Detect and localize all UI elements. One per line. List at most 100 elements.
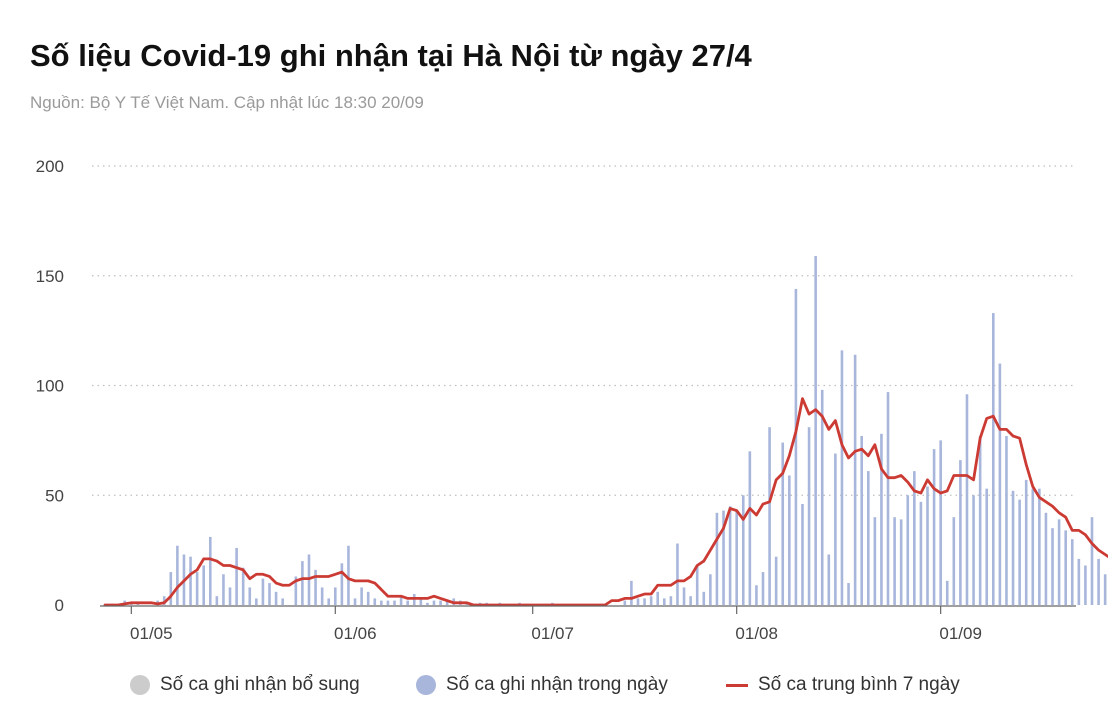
bar-daily[interactable] bbox=[419, 598, 423, 605]
bar-daily[interactable] bbox=[432, 600, 436, 605]
bar-daily[interactable] bbox=[281, 598, 284, 605]
bar-daily[interactable] bbox=[228, 587, 232, 605]
bar-daily[interactable] bbox=[972, 495, 975, 605]
bar-daily[interactable] bbox=[406, 600, 409, 605]
bar-daily[interactable] bbox=[327, 598, 331, 605]
avg-line[interactable] bbox=[103, 397, 1108, 607]
bar-daily[interactable] bbox=[195, 572, 199, 605]
bar-daily[interactable] bbox=[169, 572, 173, 605]
bar-daily[interactable] bbox=[985, 488, 989, 605]
bar-daily[interactable] bbox=[702, 591, 706, 605]
bar-daily[interactable] bbox=[820, 389, 824, 605]
bar-daily[interactable] bbox=[768, 427, 771, 605]
bar-daily[interactable] bbox=[215, 596, 219, 605]
bar-daily[interactable] bbox=[860, 435, 863, 605]
bar-daily[interactable] bbox=[899, 519, 903, 605]
bar-daily[interactable] bbox=[866, 471, 870, 605]
bar-daily[interactable] bbox=[926, 486, 929, 605]
bar-daily[interactable] bbox=[880, 433, 883, 605]
bar-daily[interactable] bbox=[847, 583, 850, 605]
bar-daily[interactable] bbox=[676, 543, 679, 605]
bar-daily[interactable] bbox=[643, 598, 646, 605]
bar-daily[interactable] bbox=[807, 427, 811, 605]
bar-daily[interactable] bbox=[274, 591, 278, 605]
bar-daily[interactable] bbox=[945, 580, 949, 605]
bar-daily[interactable] bbox=[853, 354, 857, 605]
bar-daily[interactable] bbox=[827, 554, 831, 605]
bar-daily[interactable] bbox=[913, 471, 916, 605]
bar-daily[interactable] bbox=[202, 565, 205, 605]
bar-daily[interactable] bbox=[774, 556, 778, 605]
legend-item-avg[interactable]: Số ca trung bình 7 ngày bbox=[726, 674, 960, 696]
bar-daily[interactable] bbox=[761, 572, 765, 605]
bar-daily[interactable] bbox=[840, 350, 844, 605]
bar-daily[interactable] bbox=[1103, 574, 1107, 605]
legend-item-daily[interactable]: Số ca ghi nhận trong ngày bbox=[416, 674, 668, 696]
bar-daily[interactable] bbox=[755, 585, 758, 605]
bar-daily[interactable] bbox=[906, 495, 910, 605]
bar-daily[interactable] bbox=[663, 598, 666, 605]
bar-daily[interactable] bbox=[320, 587, 324, 605]
bar-daily[interactable] bbox=[268, 583, 271, 605]
bar-daily[interactable] bbox=[235, 547, 238, 605]
bar-daily[interactable] bbox=[932, 449, 936, 605]
bar-daily[interactable] bbox=[1097, 558, 1100, 605]
bar-daily[interactable] bbox=[426, 602, 429, 605]
bar-daily[interactable] bbox=[748, 451, 752, 605]
bar-daily[interactable] bbox=[1038, 488, 1041, 605]
bar-daily[interactable] bbox=[886, 392, 890, 605]
bar-daily[interactable] bbox=[794, 288, 798, 605]
bar-daily[interactable] bbox=[834, 453, 837, 605]
bar-daily[interactable] bbox=[788, 475, 791, 606]
bar-daily[interactable] bbox=[189, 556, 192, 605]
bar-daily[interactable] bbox=[630, 580, 633, 605]
bar-daily[interactable] bbox=[366, 591, 370, 605]
bar-daily[interactable] bbox=[1057, 519, 1061, 605]
bar-daily[interactable] bbox=[695, 565, 699, 605]
bar-daily[interactable] bbox=[1070, 539, 1074, 605]
bar-daily[interactable] bbox=[162, 596, 166, 605]
bar-daily[interactable] bbox=[965, 394, 969, 605]
bar-daily[interactable] bbox=[248, 587, 252, 605]
legend-item-supplement[interactable]: Số ca ghi nhận bổ sung bbox=[130, 674, 360, 696]
bar-daily[interactable] bbox=[1051, 528, 1054, 605]
bar-daily[interactable] bbox=[978, 435, 982, 605]
bar-daily[interactable] bbox=[399, 596, 403, 605]
bar-daily[interactable] bbox=[682, 587, 686, 605]
bar-daily[interactable] bbox=[176, 545, 179, 605]
bar-daily[interactable] bbox=[623, 600, 627, 605]
bar-daily[interactable] bbox=[255, 598, 258, 605]
bar-daily[interactable] bbox=[992, 313, 995, 605]
bar-daily[interactable] bbox=[261, 578, 265, 605]
bar-daily[interactable] bbox=[801, 504, 804, 605]
bar-daily[interactable] bbox=[722, 510, 725, 605]
bar-daily[interactable] bbox=[689, 596, 692, 605]
bar-daily[interactable] bbox=[1084, 565, 1087, 605]
bar-daily[interactable] bbox=[919, 501, 923, 605]
bar-daily[interactable] bbox=[445, 600, 449, 605]
bar-daily[interactable] bbox=[347, 545, 350, 605]
bar-daily[interactable] bbox=[939, 440, 942, 606]
bar-daily[interactable] bbox=[952, 517, 956, 605]
bar-daily[interactable] bbox=[1018, 499, 1021, 605]
bar-daily[interactable] bbox=[1005, 435, 1008, 605]
bar-daily[interactable] bbox=[873, 517, 877, 605]
bar-daily[interactable] bbox=[393, 600, 396, 605]
bar-daily[interactable] bbox=[360, 587, 363, 605]
bar-daily[interactable] bbox=[656, 591, 660, 605]
bar-daily[interactable] bbox=[709, 574, 712, 605]
bar-daily[interactable] bbox=[301, 561, 304, 605]
bar-daily[interactable] bbox=[314, 569, 317, 605]
bar-daily[interactable] bbox=[241, 567, 245, 605]
bar-daily[interactable] bbox=[1090, 517, 1094, 605]
bar-daily[interactable] bbox=[1024, 479, 1028, 605]
bar-daily[interactable] bbox=[649, 596, 653, 605]
bar-daily[interactable] bbox=[222, 574, 225, 605]
bar-daily[interactable] bbox=[1044, 512, 1048, 605]
bar-daily[interactable] bbox=[728, 506, 732, 605]
bar-daily[interactable] bbox=[669, 596, 673, 605]
bar-daily[interactable] bbox=[294, 576, 298, 605]
bar-daily[interactable] bbox=[208, 536, 212, 605]
bar-daily[interactable] bbox=[1031, 488, 1035, 605]
bar-daily[interactable] bbox=[741, 495, 745, 605]
